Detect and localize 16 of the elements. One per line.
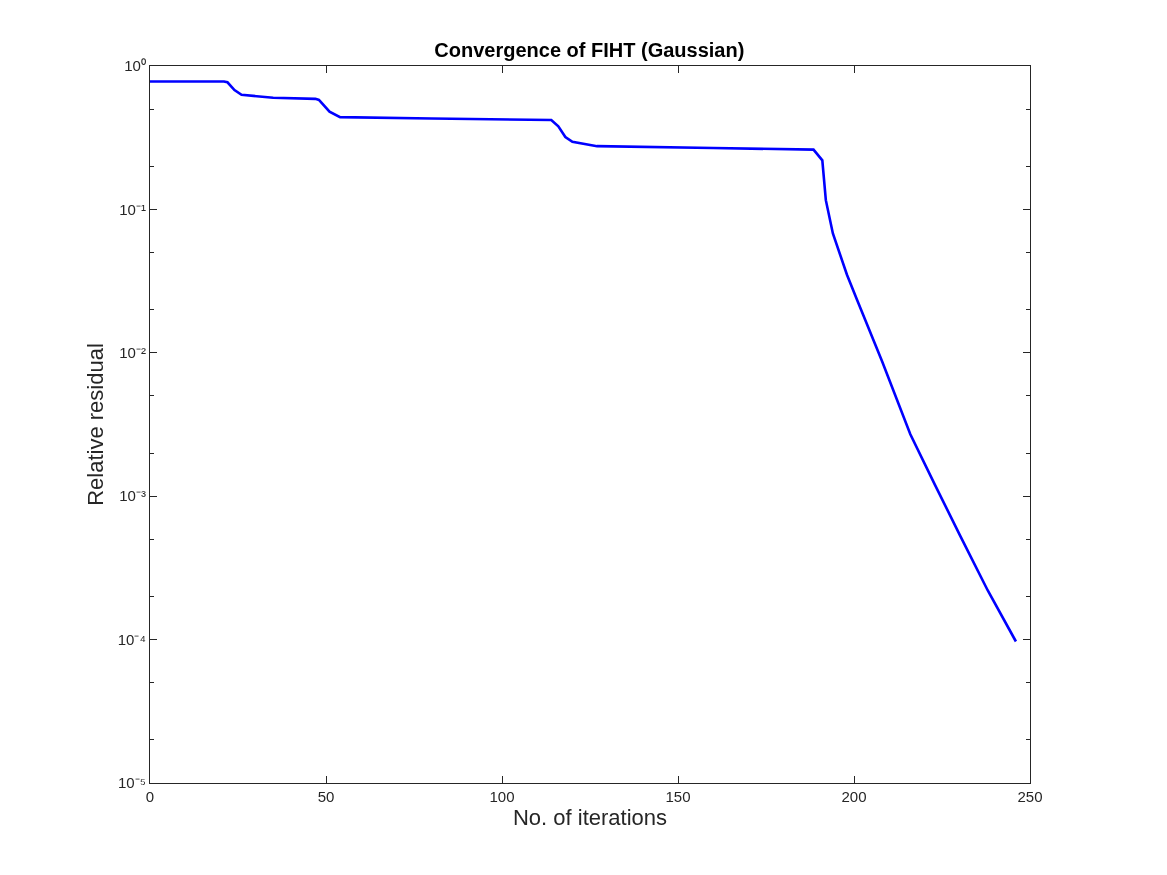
x-tick-label: 0 [145,788,155,806]
x-axis-title: No. of iterations [512,805,668,831]
y-tick-label: 10⁻¹ [119,200,146,218]
x-tick-label: 100 [489,788,515,806]
x-tick-label: 150 [665,788,691,806]
y-axis-title: Relative residual [82,343,108,506]
x-tick-label: 250 [1017,788,1043,806]
chart-title: Convergence of FIHT (Gaussian) [434,38,745,61]
line-series [150,80,1018,643]
y-tick-label: 10⁻⁵ [117,774,146,792]
y-tick-label: 10⁰ [124,57,146,75]
y-tick-label: 10⁻³ [119,487,146,505]
y-tick-label: 10⁻² [119,344,146,362]
y-tick-label: 10⁻⁴ [117,630,146,648]
x-tick-label: 50 [317,788,335,806]
x-tick-label: 200 [841,788,867,806]
